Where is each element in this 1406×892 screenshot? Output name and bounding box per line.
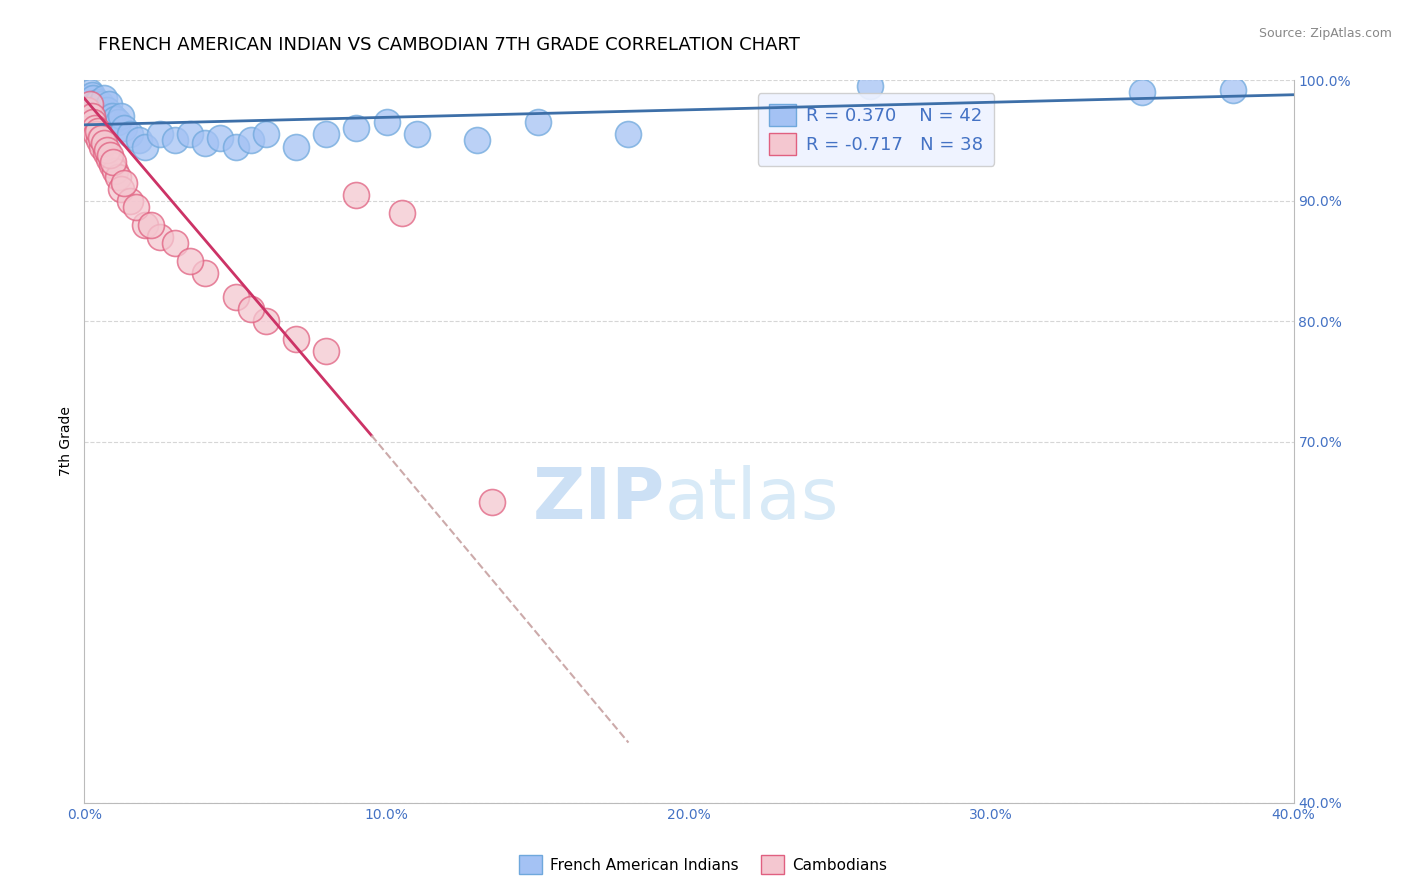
- Point: [98, 148, 121, 162]
- Point: [346, 187, 368, 202]
- Point: [118, 128, 141, 142]
- Point: [179, 128, 201, 142]
- Point: [1222, 83, 1244, 97]
- Point: [225, 139, 247, 153]
- Point: [1132, 85, 1154, 99]
- Point: [86, 128, 108, 142]
- Point: [80, 109, 103, 123]
- Point: [84, 121, 107, 136]
- Point: [239, 301, 262, 317]
- Point: [97, 97, 120, 112]
- Point: [254, 128, 277, 142]
- Legend: French American Indians, Cambodians: French American Indians, Cambodians: [513, 849, 893, 880]
- Point: [481, 494, 503, 508]
- Point: [149, 229, 172, 244]
- Text: atlas: atlas: [665, 465, 839, 533]
- Point: [107, 169, 129, 184]
- Point: [80, 87, 103, 102]
- Point: [104, 112, 127, 126]
- Point: [139, 218, 162, 232]
- Point: [194, 136, 217, 150]
- Point: [134, 218, 156, 232]
- Point: [86, 103, 108, 118]
- Point: [98, 115, 121, 129]
- Point: [149, 128, 172, 142]
- Point: [239, 133, 262, 147]
- Point: [125, 200, 148, 214]
- Point: [315, 128, 337, 142]
- Point: [90, 97, 112, 112]
- Point: [527, 115, 550, 129]
- Point: [82, 91, 104, 105]
- Point: [285, 332, 308, 346]
- Point: [406, 128, 429, 142]
- Point: [112, 176, 135, 190]
- Point: [346, 121, 368, 136]
- Point: [91, 103, 114, 118]
- Point: [101, 155, 124, 169]
- Point: [100, 109, 122, 123]
- Point: [79, 97, 101, 112]
- Point: [87, 95, 110, 109]
- Point: [82, 115, 104, 129]
- Point: [467, 133, 489, 147]
- Point: [391, 205, 413, 219]
- Point: [97, 152, 120, 166]
- Point: [107, 115, 129, 129]
- Point: [285, 139, 308, 153]
- Point: [859, 79, 882, 94]
- Point: [77, 91, 100, 105]
- Point: [100, 157, 122, 171]
- Point: [90, 131, 112, 145]
- Y-axis label: 7th Grade: 7th Grade: [59, 407, 73, 476]
- Point: [96, 143, 118, 157]
- Point: [104, 163, 127, 178]
- Point: [93, 136, 115, 150]
- Point: [134, 139, 156, 153]
- Point: [194, 266, 217, 280]
- Point: [79, 85, 101, 99]
- Point: [87, 124, 110, 138]
- Point: [315, 344, 337, 359]
- Legend: R = 0.370    N = 42, R = -0.717   N = 38: R = 0.370 N = 42, R = -0.717 N = 38: [758, 93, 994, 166]
- Point: [375, 115, 398, 129]
- Point: [84, 97, 107, 112]
- Text: ZIP: ZIP: [533, 465, 665, 533]
- Point: [110, 181, 132, 195]
- Point: [165, 235, 187, 250]
- Point: [89, 100, 111, 114]
- Text: Source: ZipAtlas.com: Source: ZipAtlas.com: [1258, 27, 1392, 40]
- Point: [254, 314, 277, 328]
- Point: [77, 115, 100, 129]
- Point: [110, 109, 132, 123]
- Point: [128, 133, 150, 147]
- Point: [91, 139, 114, 153]
- Point: [89, 133, 111, 147]
- Point: [165, 133, 187, 147]
- Point: [112, 121, 135, 136]
- Point: [179, 253, 201, 268]
- Point: [94, 145, 117, 160]
- Point: [209, 131, 232, 145]
- Point: [118, 194, 141, 208]
- Text: FRENCH AMERICAN INDIAN VS CAMBODIAN 7TH GRADE CORRELATION CHART: FRENCH AMERICAN INDIAN VS CAMBODIAN 7TH …: [98, 36, 800, 54]
- Point: [94, 109, 117, 123]
- Point: [225, 290, 247, 304]
- Point: [96, 103, 118, 118]
- Point: [76, 103, 98, 118]
- Point: [617, 128, 640, 142]
- Point: [93, 91, 115, 105]
